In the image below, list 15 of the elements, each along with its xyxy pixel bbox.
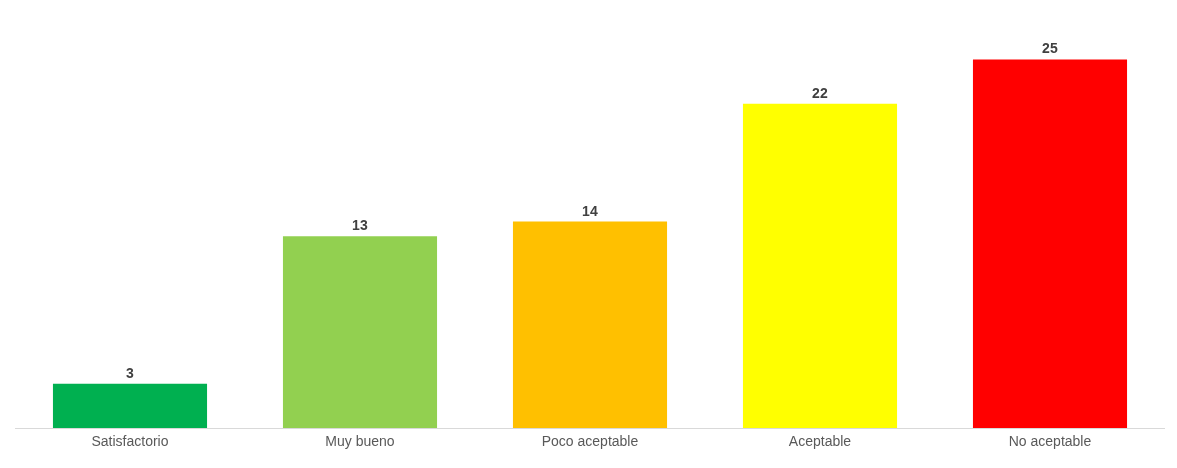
x-tick-label: Satisfactorio bbox=[91, 432, 169, 449]
data-label: 22 bbox=[812, 84, 828, 101]
data-label: 13 bbox=[352, 217, 368, 234]
bar bbox=[282, 236, 438, 428]
data-label: 3 bbox=[126, 364, 134, 381]
x-tick-label: Aceptable bbox=[788, 432, 852, 449]
data-label: 25 bbox=[1042, 40, 1058, 57]
x-tick-label: Poco aceptable bbox=[541, 432, 639, 449]
x-tick-label: No aceptable bbox=[1008, 432, 1092, 449]
x-tick-label: Muy bueno bbox=[325, 432, 395, 449]
bar bbox=[742, 103, 898, 428]
bar bbox=[512, 221, 668, 428]
bar bbox=[972, 59, 1128, 428]
bar bbox=[52, 383, 208, 428]
data-label: 14 bbox=[582, 202, 598, 219]
